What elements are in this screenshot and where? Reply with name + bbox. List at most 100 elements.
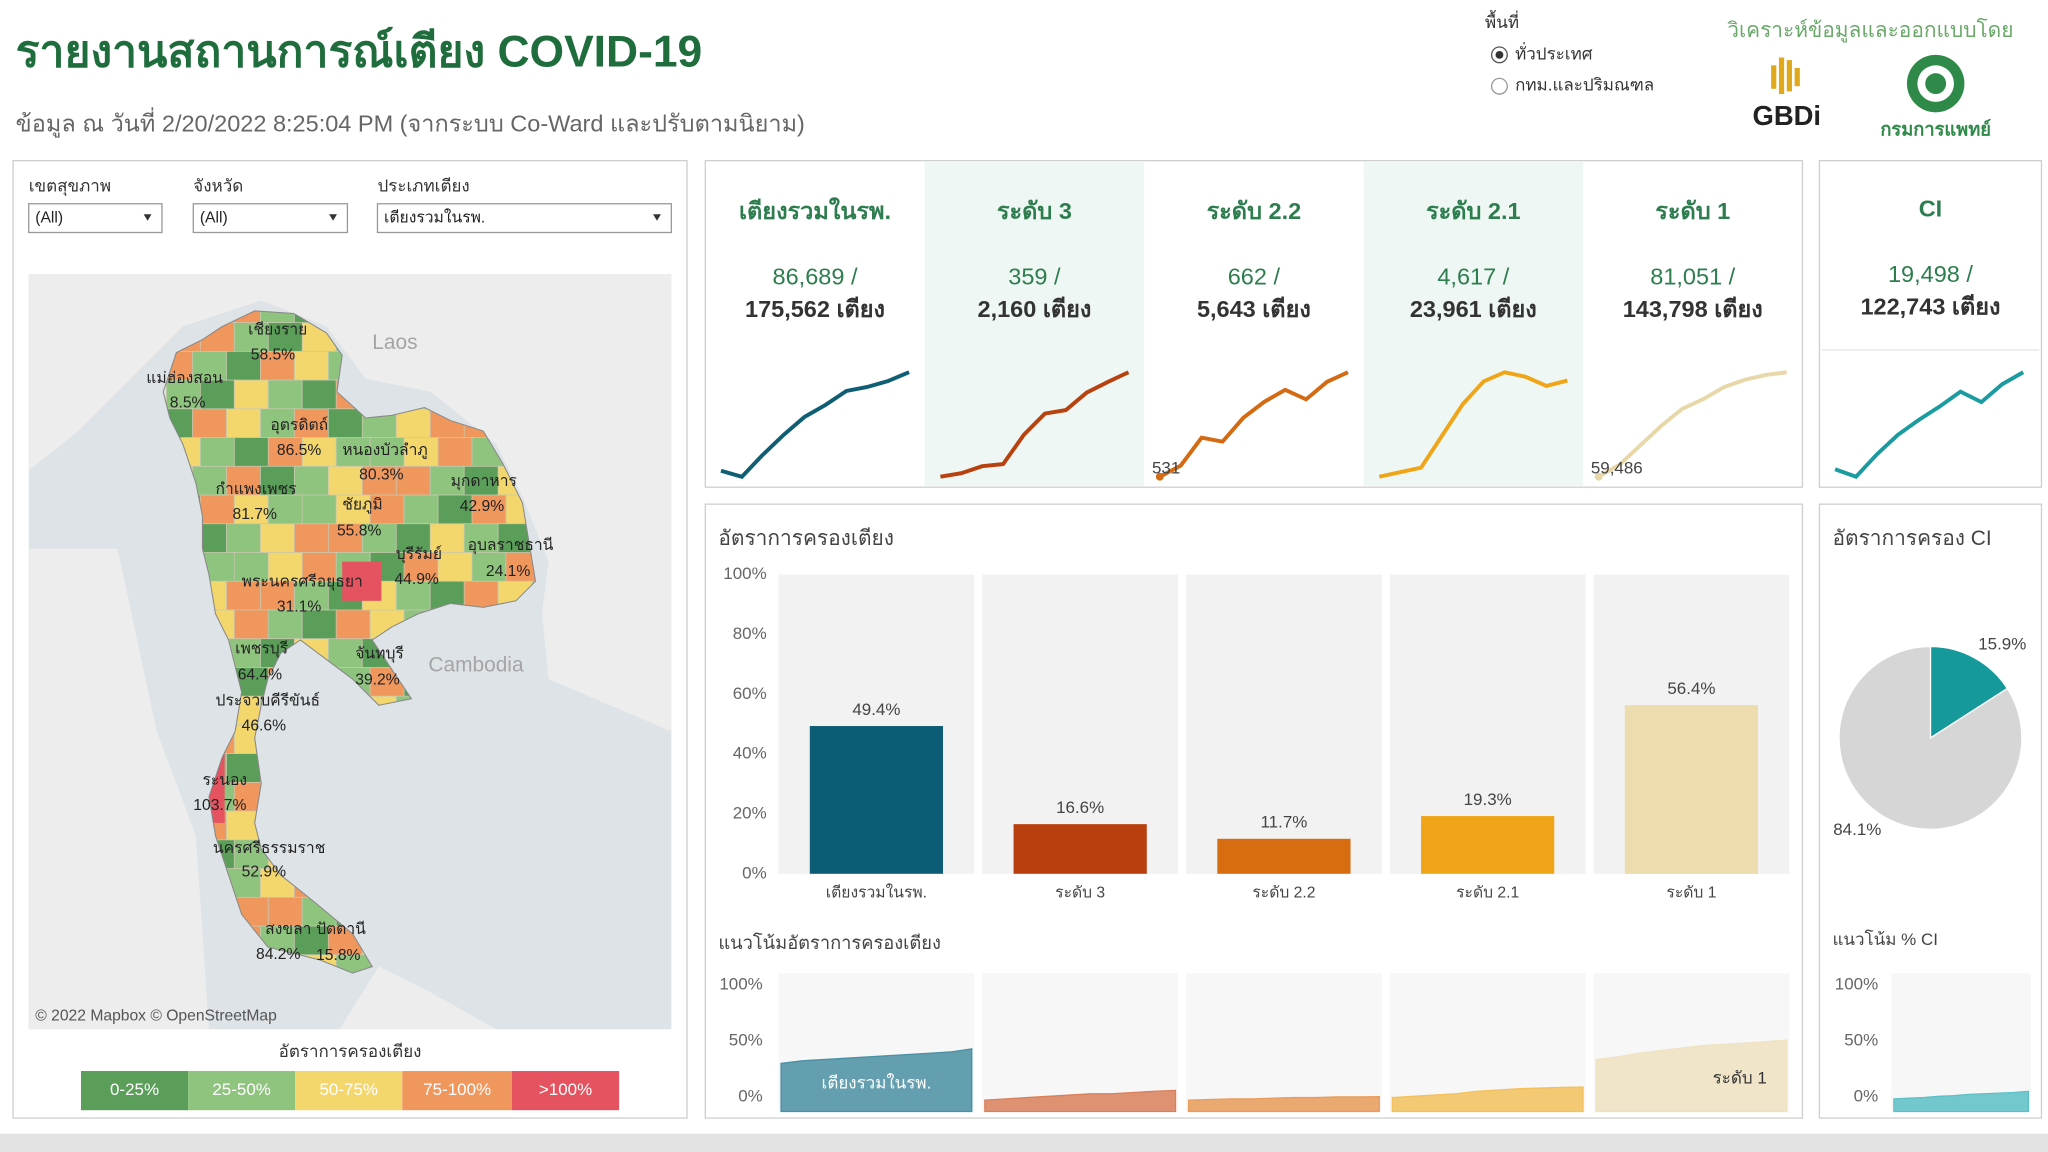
province-rate: 52.9% [242,864,286,881]
province-name: อุบลราชธานี [468,536,554,555]
y-tick-label: 20% [733,803,767,822]
province-area [233,379,270,411]
thailand-outline [162,310,537,974]
province-rate: 55.8% [337,523,381,540]
kpi-highlight [924,161,1145,486]
province-name: กำแพงเพชร [216,481,297,498]
province-area [463,465,500,497]
bar [809,726,944,874]
radio-button[interactable] [1490,46,1508,64]
province-name: เชียงราย [248,321,307,339]
y-tick-label: 100% [1835,974,1878,993]
province-area [437,437,474,468]
legend-label: 25-50% [212,1080,271,1099]
chart-title: แนวโน้มอัตราการครองเตียง [718,932,941,953]
y-tick-label: 0% [738,1087,763,1106]
kpi-title: ระดับ 1 [1655,198,1730,224]
province-area [361,523,398,555]
chart-title: อัตราการครองเตียง [718,527,894,550]
province-name: พระนครศรีอยุธยา [242,573,363,592]
province-area [301,609,338,641]
province-area [395,523,432,555]
province-area [505,552,536,583]
province-area [361,465,398,497]
province-area [226,580,263,612]
province-area [199,494,236,526]
province-area [342,561,382,601]
province-area [267,896,304,928]
x-tick-label: ระดับ 2.1 [1456,885,1519,902]
province-rate: 86.5% [277,442,321,459]
province-area [293,925,331,957]
province-area [260,465,297,497]
x-tick-label: เตียงรวมในรพ. [826,883,927,902]
credits-text: วิเคราะห์ข้อมูลและออกแบบโดย [1727,18,2013,43]
kpi-total: 2,160 เตียง [978,296,1092,322]
province-name: เพชรบุรี [235,639,288,658]
province-area [429,523,466,555]
kpi-total: 5,643 เตียง [1197,296,1311,322]
dms-emblem-core [1925,73,1947,95]
legend-label: >100% [539,1080,592,1099]
sparkline-label: 531 [1152,458,1180,477]
kpi-panel [704,159,1804,488]
bar [1217,838,1351,874]
radio-button[interactable] [1490,77,1508,95]
sparkline [1834,370,2025,480]
kpi-value: 4,617 / [1437,263,1509,289]
area-option: ทั่วประเทศ [1515,41,1593,63]
sparkline [940,370,1130,479]
kpi-title: เตียงรวมในรพ. [739,197,891,224]
ci-kpi-panel [1818,159,2043,488]
area-option: กทม.และปริมณฑล [1515,76,1654,95]
kpi-value: 359 / [1008,263,1061,289]
filter-dropdown[interactable] [28,203,163,234]
map-land [28,274,672,732]
trend-area [1595,1039,1788,1113]
province-area [335,437,372,468]
legend-swatch [188,1071,296,1111]
kpi-title: ระดับ 2.2 [1207,198,1302,224]
legend-swatch [402,1071,512,1111]
province-area [199,379,236,411]
province-area [395,580,432,612]
dms-logo: กรมการแพทย์ [1880,118,1991,139]
province-area [226,465,263,497]
pie-slice [1929,645,2009,740]
kpi-value: 81,051 / [1650,263,1735,289]
y-tick-label: 80% [733,624,767,643]
bar [1013,824,1147,874]
province-area [226,408,263,440]
trend-area [780,1048,973,1113]
filter-dropdown[interactable] [376,203,672,234]
map-land [28,548,209,1030]
trend-area [1893,1090,2030,1113]
kpi-value: 86,689 / [773,263,858,289]
province-name: บุรีรัมย์ [396,545,442,564]
y-tick-label: 100% [719,974,762,993]
province-rate: 15.8% [316,947,360,964]
kpi-total: 23,961 เตียง [1410,296,1537,322]
province-rate: 44.9% [394,571,438,588]
kpi-total: 143,798 เตียง [1623,296,1763,322]
filter-label: ประเภทเตียง [377,176,469,195]
filter-dropdown[interactable] [192,203,349,234]
y-tick-label: 60% [733,684,767,703]
province-area [233,437,270,468]
map-land [339,966,497,1030]
province-name: หนองบัวลำภู [342,442,428,460]
bar-value-label: 19.3% [1464,790,1512,809]
province-area [260,408,297,440]
province-rate: 84.2% [256,946,300,963]
kpi-highlight [1363,161,1584,486]
column-background [982,574,1179,874]
kpi-total: 175,562 เตียง [745,296,885,322]
province-area [327,465,364,497]
column-background [1185,973,1382,1112]
province-area [293,350,331,382]
province-rate: 46.6% [242,717,286,734]
province-name: ชัยภูมิ [342,497,382,515]
province-area [199,437,236,468]
